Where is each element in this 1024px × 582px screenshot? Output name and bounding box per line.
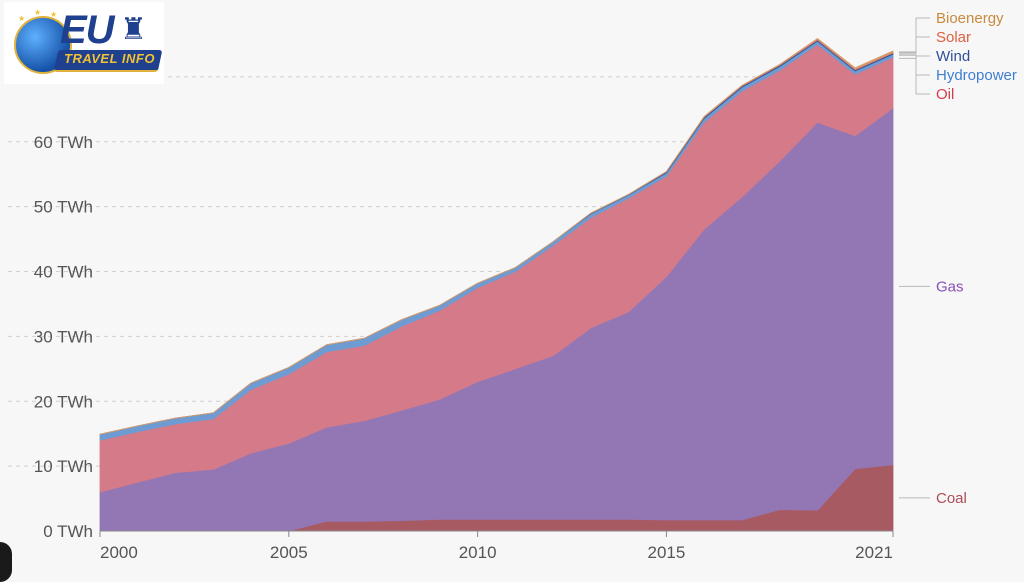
leader-line-solar (899, 36, 930, 54)
series-label-oil: Oil (936, 86, 954, 103)
area-bioenergy (99, 38, 894, 435)
series-label-solar: Solar (936, 29, 971, 46)
x-tick-label: 2015 (648, 543, 686, 562)
star-icon: ★ (18, 14, 26, 23)
eu-travel-info-logo[interactable]: ★ ★ ★ EU ♜ TRAVEL INFO (4, 2, 164, 84)
series-label-gas: Gas (936, 278, 964, 295)
y-tick-label: 20 TWh (34, 392, 93, 411)
x-tick-label: 2010 (459, 543, 497, 562)
y-tick-label: 10 TWh (34, 457, 93, 476)
leader-line-oil (899, 57, 930, 95)
logo-main-text: EU (60, 8, 115, 52)
axis-layer: 0 TWh 10 TWh 20 TWh 30 TWh 40 TWh 50 TWh 60 TW… (34, 68, 894, 562)
series-label-wind: Wind (936, 48, 970, 65)
y-tick-label: 0 TWh (43, 522, 93, 541)
area-series-layer (99, 38, 894, 532)
logo-sub-text: TRAVEL INFO (64, 51, 155, 66)
star-icon: ★ (34, 8, 42, 17)
x-tick-label: 2000 (100, 543, 138, 562)
y-tick-label: 30 TWh (34, 327, 93, 346)
leader-line-bioenergy (899, 17, 930, 53)
series-label-hydropower: Hydropower (936, 67, 1017, 84)
eiffel-tower-icon: ♜ (120, 12, 147, 47)
y-tick-label: 40 TWh (34, 263, 93, 282)
series-labels-layer: Bioenergy Solar Wind Hydropower Oil Gas Coal (899, 10, 1017, 507)
series-label-bioenergy: Bioenergy (936, 10, 1004, 27)
y-tick-label: 60 TWh (34, 133, 93, 152)
y-tick-label: 50 TWh (34, 198, 93, 217)
x-tick-label: 2005 (270, 543, 308, 562)
star-icon: ★ (50, 10, 58, 19)
x-tick-label: 2021 (855, 543, 893, 562)
series-label-coal: Coal (936, 490, 967, 507)
screen-edge-shadow (0, 542, 12, 582)
